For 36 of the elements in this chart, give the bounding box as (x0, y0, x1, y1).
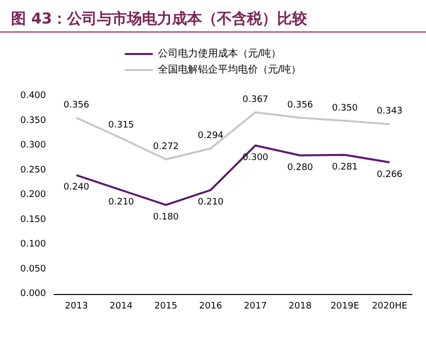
data-label: 0.240 (63, 182, 90, 193)
data-label: 0.266 (376, 170, 403, 180)
data-label: 0.356 (63, 100, 90, 110)
x-tick-label: 2015 (154, 302, 178, 312)
data-label: 0.272 (152, 142, 179, 152)
x-tick-label: 2017 (244, 302, 267, 312)
y-tick-label: 0.000 (20, 289, 46, 299)
x-tick-label: 2020HE (372, 302, 408, 312)
data-label: 0.280 (287, 162, 314, 173)
legend-label: 全国电解铝企平均电价（元/吨） (158, 64, 302, 76)
y-tick-label: 0.200 (20, 190, 46, 200)
data-label: 0.356 (287, 100, 314, 110)
data-label: 0.343 (376, 106, 403, 117)
data-label: 0.367 (242, 94, 268, 105)
x-tick-label: 2014 (110, 302, 133, 312)
x-tick-label: 2018 (288, 302, 312, 312)
y-tick-label: 0.300 (20, 140, 46, 150)
data-label: 0.300 (242, 153, 269, 163)
y-tick-label: 0.250 (20, 165, 46, 176)
y-tick-label: 0.150 (20, 214, 46, 225)
data-label: 0.294 (198, 130, 224, 141)
x-tick-label: 2019E (330, 302, 360, 312)
x-tick-label: 2013 (64, 302, 88, 312)
data-label: 0.180 (152, 212, 180, 222)
chart-title: 图 43：公司与市场电力成本（不含税）比较 (11, 10, 308, 28)
y-tick-label: 0.350 (20, 116, 46, 126)
data-label: 0.315 (108, 120, 134, 131)
data-label: 0.350 (332, 103, 358, 114)
y-tick-label: 0.400 (20, 91, 46, 101)
data-label: 0.210 (198, 198, 224, 208)
data-label: 0.210 (108, 198, 134, 208)
legend-label: 公司电力使用成本（元/吨） (158, 48, 282, 60)
data-label: 0.281 (332, 162, 358, 172)
y-tick-label: 0.100 (20, 240, 46, 250)
y-tick-label: 0.050 (20, 264, 46, 274)
x-tick-label: 2016 (199, 302, 222, 312)
